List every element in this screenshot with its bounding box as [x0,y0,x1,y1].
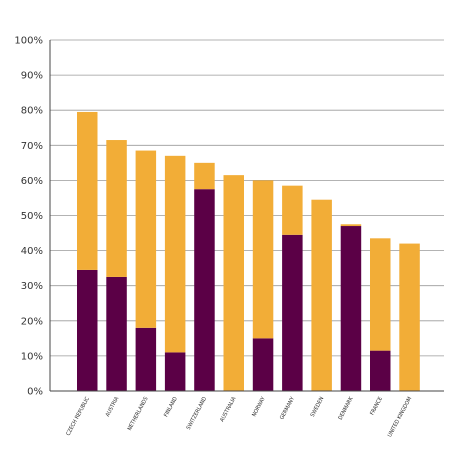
category-label: NETHERLANDS [127,396,150,432]
category-label: AUSTRALIA [219,396,237,424]
y-tick-label: 80% [21,106,43,117]
bar-segment-bottom [106,276,127,391]
category-label: FRANCE [369,396,384,416]
category-label: CZECH REPUBLIC [66,396,92,437]
y-tick-label: 90% [21,71,43,82]
bars [77,111,420,391]
bar-segment-bottom [282,234,303,391]
category-label: AUSTRIA [105,396,121,418]
bar-segment-bottom [370,350,391,391]
bar-segment-bottom [77,269,98,391]
bar-segment-top [164,155,186,353]
category-label: SWEDEN [310,396,326,418]
y-tick-label: 40% [21,246,43,257]
category-label: FINLAND [163,396,179,418]
category-label: NORWAY [251,395,267,418]
bar-segment-top [370,238,391,351]
category-label: SWITZERLAND [186,396,208,431]
y-tick-label: 0% [27,387,43,398]
bar-segment-top [194,162,215,190]
bar-segment-top [340,224,362,227]
y-tick-label: 10% [21,351,43,362]
y-tick-label: 20% [21,316,43,327]
bar-segment-bottom [252,338,274,391]
bar-segment-bottom [194,189,215,391]
bar-segment-top [399,243,420,391]
category-label: UNITED KINGDOM [387,396,413,438]
x-axis-category-labels: CZECH REPUBLIC AUSTRIA NETHERLANDS FINLAND S… [66,395,414,438]
bar-segment-bottom [135,327,157,391]
bar-segment-top [135,150,157,328]
bar-segment-top [282,185,303,235]
y-axis-tick-labels: 0% 10% 20% 30% 40% 50% 60% 70% 80% 90% 100% [14,36,43,398]
bar-segment-bottom [164,352,186,391]
y-tick-label: 30% [21,281,43,292]
category-label: DENMARK [338,395,355,421]
bar-segment-bottom [340,226,362,391]
category-label: GERMANY [279,395,296,421]
y-tick-label: 50% [21,211,43,222]
y-tick-label: 100% [14,36,43,47]
y-tick-label: 70% [21,141,43,152]
bar-segment-top [106,140,127,277]
bar-segment-top [223,175,244,391]
bar-segment-top [252,180,274,339]
bar-segment-top [311,199,332,391]
bar-segment-top [77,111,98,270]
y-tick-label: 60% [21,176,43,187]
axes [49,40,444,392]
